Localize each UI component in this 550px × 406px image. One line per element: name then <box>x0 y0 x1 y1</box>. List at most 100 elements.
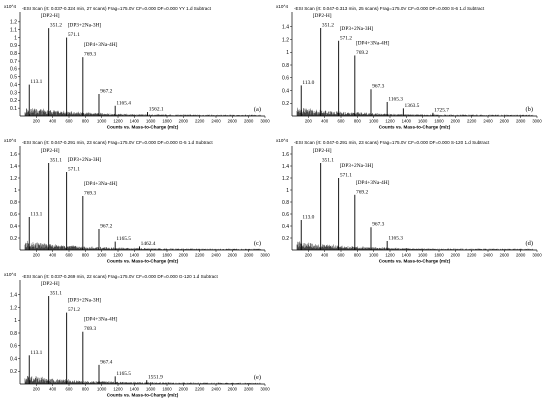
x-tick-label: 1000 <box>97 119 107 124</box>
baseline-noise <box>24 108 262 116</box>
spectrum-svg: -ESI Scan (rt: 0.047-0.291 min, 23 scans… <box>276 138 542 264</box>
x-tick-label: 1200 <box>385 119 395 124</box>
x-tick-label: 1400 <box>402 253 412 258</box>
x-tick-label: 1000 <box>369 119 379 124</box>
peak-label-1462.4: 1462.4 <box>141 241 156 247</box>
x-tick-label: 2600 <box>500 119 510 124</box>
y-tick-label: 0.4 <box>10 82 17 88</box>
spectrum-panel-d: -ESI Scan (rt: 0.047-0.291 min, 23 scans… <box>275 136 545 268</box>
scan-header: -ESI Scan (rt: 0.047-0.291 min, 23 scans… <box>22 140 213 145</box>
x-tick-label: 1600 <box>418 119 428 124</box>
y-tick-label: 0.8 <box>10 51 17 57</box>
peak-label-351.1: 351.1 <box>50 158 62 164</box>
baseline-noise <box>296 107 534 116</box>
peak-label-769.3: 769.3 <box>84 191 96 197</box>
x-tick-label: 400 <box>49 119 57 124</box>
peak-label-1165.3: 1165.3 <box>388 236 403 242</box>
ion-annotation: [DP4+3Na-4H] <box>356 180 390 186</box>
ion-annotation: [DP3+2Na-3H] <box>68 298 102 304</box>
ion-annotation: [DP2-H] <box>41 148 60 154</box>
x-tick-label: 400 <box>321 253 329 258</box>
y-tick-label: 1.2 <box>10 305 17 311</box>
y-tick-label: 0.2 <box>10 98 17 104</box>
x-tick-label: 2600 <box>228 253 238 258</box>
spectrum-panel-e: -ESI Scan (rt: 0.037-0.269 min, 22 scans… <box>3 270 273 402</box>
x-tick-label: 400 <box>321 119 329 124</box>
x-tick-label: 600 <box>66 387 74 392</box>
x-tick-label: 2600 <box>228 119 238 124</box>
y-tick-label: 0.4 <box>10 224 17 230</box>
x-tick-label: 1200 <box>113 253 123 258</box>
panel-label: (a) <box>254 106 261 113</box>
y-tick-label: 1 <box>14 35 17 41</box>
y-tick-label: 0.8 <box>10 331 17 337</box>
x-tick-label: 1800 <box>434 253 444 258</box>
x-axis-title: Counts vs. Mass-to-Charge (m/z) <box>379 125 451 130</box>
y-tick-label: 0.8 <box>10 200 17 206</box>
ion-annotation: [DP3+2Na-3H] <box>68 157 102 163</box>
y-tick-label: 1.2 <box>10 176 17 182</box>
peak-label-571.2: 571.2 <box>340 35 352 41</box>
y-exponent-label: x10^4 <box>4 272 17 277</box>
peak-label-113.1: 113.1 <box>30 212 42 218</box>
panel-label: (b) <box>526 106 533 113</box>
x-tick-label: 2400 <box>211 119 221 124</box>
peak-label-967.2: 967.2 <box>100 89 112 95</box>
peak-label-1165.4: 1165.4 <box>116 100 131 106</box>
scan-header: -ESI Scan (rt: 0.037-0.269 min, 22 scans… <box>22 274 218 279</box>
x-tick-label: 2000 <box>179 119 189 124</box>
x-axis-title: Counts vs. Mass-to-Charge (m/z) <box>107 125 179 130</box>
peak-label-967.2: 967.2 <box>100 224 112 230</box>
x-tick-label: 800 <box>354 119 362 124</box>
panel-label: (e) <box>254 374 261 381</box>
x-tick-label: 1400 <box>402 119 412 124</box>
x-tick-label: 2000 <box>451 119 461 124</box>
x-tick-label: 2400 <box>211 387 221 392</box>
y-tick-label: 1.2 <box>10 20 17 26</box>
x-tick-label: 1400 <box>130 387 140 392</box>
x-tick-label: 1600 <box>146 119 156 124</box>
y-tick-label: 0.4 <box>282 88 289 94</box>
peak-label-351.2: 351.2 <box>322 23 334 29</box>
ion-annotation: [DP4+3Na-4H] <box>84 42 118 48</box>
y-tick-label: 0.4 <box>10 356 17 362</box>
y-tick-label: 1 <box>286 50 289 56</box>
x-tick-label: 3000 <box>532 253 542 258</box>
ion-annotation: [DP4+3Na-4H] <box>84 317 118 323</box>
x-tick-label: 1000 <box>97 387 107 392</box>
ion-annotation: [DP2-H] <box>41 281 60 287</box>
y-tick-label: 0.6 <box>282 212 289 218</box>
x-tick-label: 800 <box>354 253 362 258</box>
y-tick-label: 1.4 <box>282 164 289 170</box>
peak-label-113.0: 113.0 <box>302 80 314 86</box>
x-tick-label: 2800 <box>516 253 526 258</box>
x-tick-label: 3000 <box>260 387 270 392</box>
x-tick-label: 1200 <box>113 387 123 392</box>
x-tick-label: 800 <box>82 119 90 124</box>
peak-label-571.2: 571.2 <box>68 307 80 313</box>
x-tick-label: 200 <box>305 119 313 124</box>
panel-label: (c) <box>254 240 261 247</box>
y-tick-label: 1.4 <box>10 164 17 170</box>
x-tick-label: 1600 <box>146 253 156 258</box>
x-tick-label: 2400 <box>483 119 493 124</box>
peak-label-351.1: 351.1 <box>322 158 334 164</box>
x-tick-label: 1800 <box>162 253 172 258</box>
x-tick-label: 2600 <box>500 253 510 258</box>
y-tick-label: 0.8 <box>282 63 289 69</box>
spectrum-svg: -ESI Scan (rt: 0.037-0.269 min, 22 scans… <box>4 272 270 398</box>
peak-label-1165.3: 1165.3 <box>388 96 403 102</box>
y-tick-label: 0.3 <box>10 90 17 96</box>
peak-label-1363.5: 1363.5 <box>405 103 420 109</box>
x-tick-label: 2400 <box>211 253 221 258</box>
y-tick-label: 0.6 <box>10 344 17 350</box>
peak-label-769.3: 769.3 <box>84 326 96 332</box>
x-tick-label: 2200 <box>467 119 477 124</box>
x-axis-title: Counts vs. Mass-to-Charge (m/z) <box>107 259 179 264</box>
x-tick-label: 400 <box>49 387 57 392</box>
x-tick-label: 2800 <box>244 253 254 258</box>
x-tick-label: 2800 <box>244 387 254 392</box>
x-tick-label: 2400 <box>483 253 493 258</box>
baseline-noise <box>24 240 262 250</box>
scan-header: -ESI Scan (rt: 0.037-0.324 min, 27 scans… <box>22 6 212 11</box>
